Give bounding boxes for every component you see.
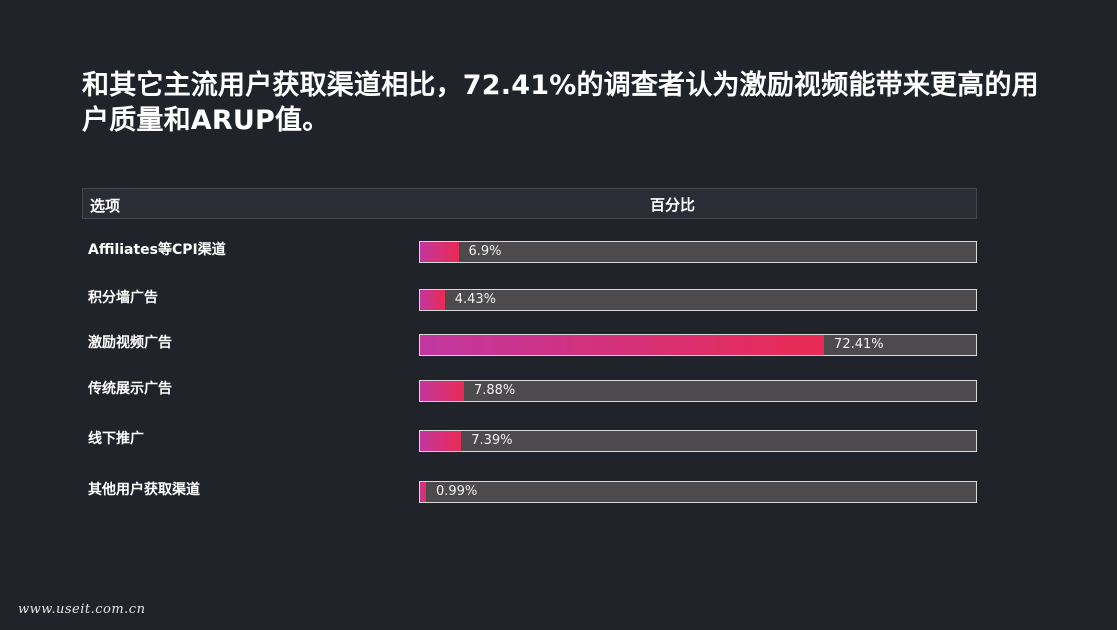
data-label: 6.9%	[468, 244, 502, 259]
category-label: 激励视频广告	[88, 335, 172, 351]
bar-row: 其他用户获取渠道 0.99%	[0, 481, 1117, 505]
bar-row: 线下推广 7.39%	[0, 430, 1117, 454]
column-header-percent: 百分比	[650, 196, 696, 214]
page-title: 和其它主流用户获取渠道相比，72.41%的调查者认为激励视频能带来更高的用户质量…	[82, 70, 1039, 136]
category-label: 线下推广	[88, 431, 144, 447]
watermark: www.useit.com.cn	[18, 602, 146, 617]
column-header-option: 选项	[90, 197, 121, 215]
category-label: 其他用户获取渠道	[88, 482, 200, 498]
data-label: 7.39%	[471, 433, 513, 448]
bar-track: 72.41%	[419, 334, 977, 356]
category-label: 积分墙广告	[88, 290, 158, 306]
bar-track: 6.9%	[419, 241, 977, 263]
bar	[420, 290, 445, 310]
category-label: Affiliates等CPI渠道	[88, 242, 226, 258]
bar	[420, 335, 825, 355]
bar	[420, 482, 426, 502]
bar-row: 传统展示广告 7.88%	[0, 380, 1117, 404]
data-label: 7.88%	[473, 383, 516, 398]
bar-track: 7.88%	[419, 380, 977, 402]
bar	[420, 431, 462, 451]
bar	[420, 242, 459, 262]
data-label: 4.43%	[454, 292, 497, 307]
bar-row: 积分墙广告 4.43%	[0, 289, 1117, 313]
bar-row: Affiliates等CPI渠道 6.9%	[0, 241, 1117, 265]
bar-track: 0.99%	[419, 481, 977, 503]
bar-row: 激励视频广告 72.41%	[0, 334, 1117, 358]
table-header: 选项 百分比	[82, 188, 977, 219]
bar	[420, 381, 464, 401]
category-label: 传统展示广告	[88, 381, 172, 397]
bar-track: 7.39%	[419, 430, 977, 452]
data-label: 0.99%	[436, 484, 478, 499]
bar-track: 4.43%	[419, 289, 977, 311]
data-label: 72.41%	[834, 337, 884, 352]
